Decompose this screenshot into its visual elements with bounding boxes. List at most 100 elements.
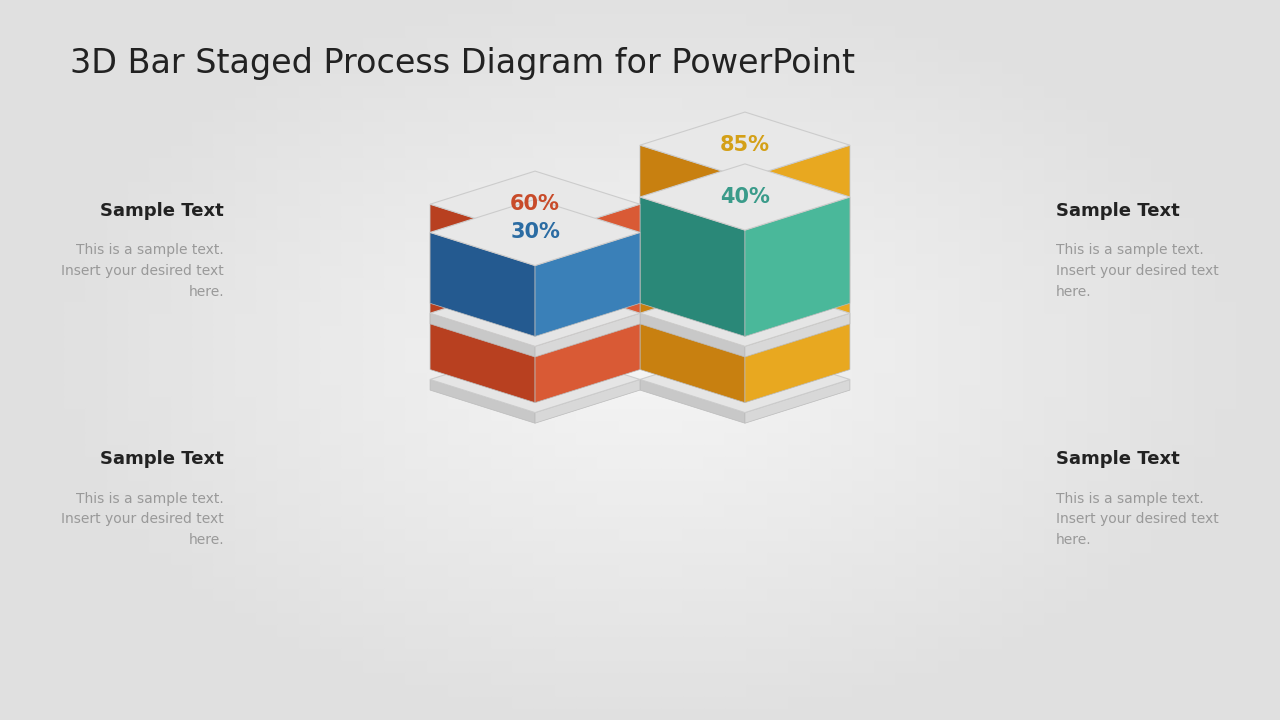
Bar: [1194, 240, 1216, 252]
Bar: [810, 216, 832, 228]
Bar: [0, 660, 22, 672]
Bar: [0, 336, 22, 348]
Bar: [1024, 252, 1046, 264]
Bar: [512, 708, 534, 720]
Bar: [790, 192, 810, 204]
Bar: [214, 84, 234, 96]
Bar: [86, 36, 106, 48]
Bar: [512, 156, 534, 168]
Bar: [1088, 600, 1110, 612]
Bar: [938, 0, 960, 12]
Bar: [618, 552, 640, 564]
Bar: [448, 336, 470, 348]
Bar: [982, 540, 1002, 552]
Bar: [832, 420, 854, 432]
Bar: [854, 456, 874, 468]
Bar: [470, 84, 490, 96]
Bar: [86, 0, 106, 12]
Bar: [512, 468, 534, 480]
Bar: [662, 0, 682, 12]
Bar: [1110, 576, 1130, 588]
Bar: [128, 72, 150, 84]
Bar: [746, 432, 768, 444]
Bar: [598, 12, 618, 24]
Bar: [1088, 528, 1110, 540]
Bar: [1258, 156, 1280, 168]
Bar: [810, 420, 832, 432]
Bar: [790, 168, 810, 180]
Bar: [490, 528, 512, 540]
Bar: [512, 24, 534, 36]
Bar: [1024, 540, 1046, 552]
Bar: [554, 444, 576, 456]
Bar: [1258, 324, 1280, 336]
Bar: [1002, 516, 1024, 528]
Bar: [1174, 156, 1194, 168]
Bar: [726, 228, 746, 240]
Bar: [42, 480, 64, 492]
Bar: [490, 156, 512, 168]
Bar: [960, 528, 982, 540]
Bar: [810, 528, 832, 540]
Bar: [874, 648, 896, 660]
Bar: [362, 108, 384, 120]
Bar: [938, 180, 960, 192]
Bar: [960, 432, 982, 444]
Bar: [298, 600, 320, 612]
Bar: [128, 264, 150, 276]
Bar: [0, 24, 22, 36]
Bar: [1194, 396, 1216, 408]
Bar: [342, 660, 362, 672]
Bar: [448, 636, 470, 648]
Bar: [150, 240, 170, 252]
Bar: [534, 480, 554, 492]
Bar: [64, 684, 86, 696]
Bar: [192, 252, 214, 264]
Text: This is a sample text.
Insert your desired text
here.: This is a sample text. Insert your desir…: [1056, 243, 1219, 299]
Bar: [1046, 72, 1066, 84]
Bar: [384, 12, 406, 24]
Bar: [192, 432, 214, 444]
Bar: [662, 456, 682, 468]
Bar: [170, 564, 192, 576]
Bar: [662, 540, 682, 552]
Bar: [790, 444, 810, 456]
Bar: [256, 84, 278, 96]
Bar: [576, 456, 598, 468]
Bar: [1130, 96, 1152, 108]
Bar: [960, 408, 982, 420]
Bar: [192, 552, 214, 564]
Bar: [86, 144, 106, 156]
Bar: [832, 276, 854, 288]
Bar: [1088, 336, 1110, 348]
Bar: [576, 420, 598, 432]
Bar: [234, 312, 256, 324]
Bar: [42, 564, 64, 576]
Bar: [746, 12, 768, 24]
Bar: [426, 180, 448, 192]
Bar: [534, 612, 554, 624]
Bar: [1238, 84, 1258, 96]
Bar: [682, 84, 704, 96]
Bar: [150, 204, 170, 216]
Bar: [1130, 492, 1152, 504]
Bar: [832, 684, 854, 696]
Bar: [22, 312, 42, 324]
Bar: [42, 708, 64, 720]
Bar: [640, 684, 662, 696]
Bar: [384, 432, 406, 444]
Bar: [0, 216, 22, 228]
Bar: [960, 672, 982, 684]
Bar: [554, 408, 576, 420]
Bar: [22, 528, 42, 540]
Bar: [534, 60, 554, 72]
Bar: [64, 468, 86, 480]
Bar: [192, 600, 214, 612]
Bar: [640, 36, 662, 48]
Bar: [86, 564, 106, 576]
Bar: [0, 12, 22, 24]
Bar: [1216, 348, 1238, 360]
Bar: [1238, 12, 1258, 24]
Bar: [470, 192, 490, 204]
Bar: [192, 120, 214, 132]
